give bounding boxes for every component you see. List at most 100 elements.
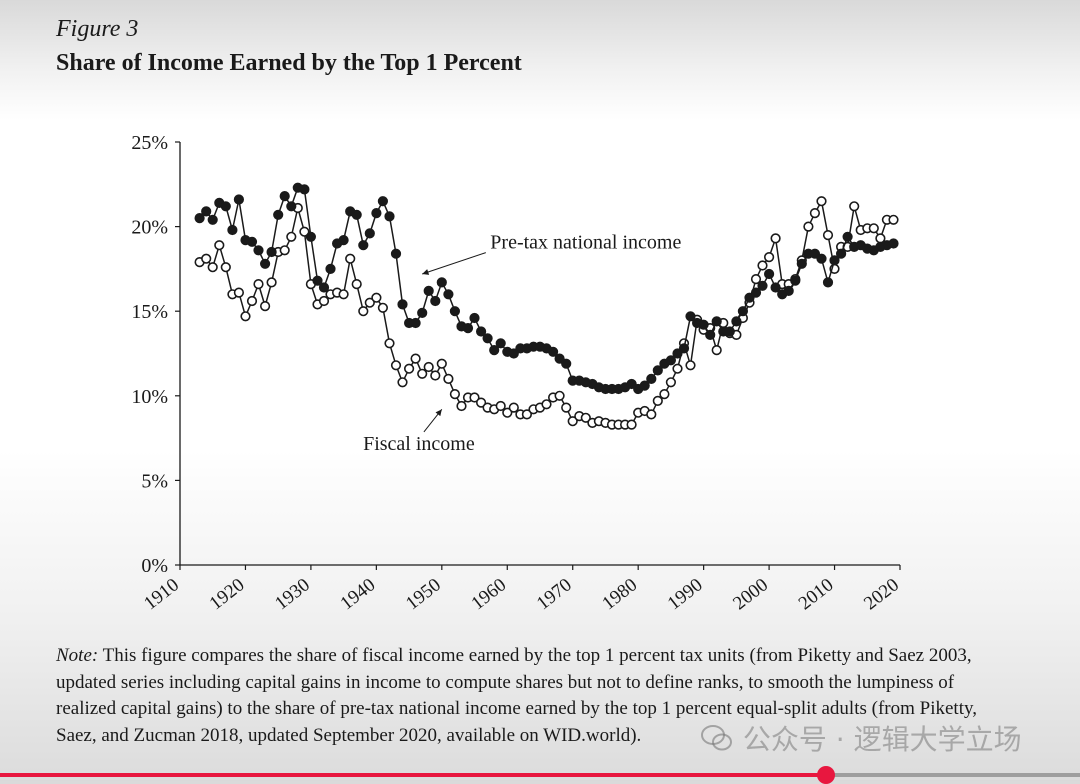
data-point bbox=[842, 231, 853, 242]
data-point bbox=[737, 306, 749, 317]
x-tick-label: 1920 bbox=[206, 574, 249, 614]
x-tick-label: 1950 bbox=[402, 574, 445, 614]
x-tick-label: 1980 bbox=[598, 574, 641, 614]
data-point bbox=[384, 338, 395, 349]
data-point bbox=[665, 355, 677, 366]
data-point bbox=[567, 416, 578, 427]
data-point bbox=[829, 255, 840, 266]
data-point bbox=[469, 312, 480, 324]
data-point bbox=[351, 279, 362, 290]
annotation-label: Fiscal income bbox=[363, 433, 475, 455]
data-point bbox=[809, 248, 821, 259]
data-point bbox=[652, 395, 663, 407]
data-point bbox=[273, 209, 284, 220]
data-point bbox=[731, 316, 742, 327]
video-progress-bar[interactable] bbox=[0, 766, 1080, 784]
data-point bbox=[554, 353, 565, 364]
series-pretax bbox=[194, 182, 899, 395]
data-point bbox=[338, 289, 349, 300]
data-point bbox=[685, 360, 696, 371]
video-progress-handle[interactable] bbox=[817, 766, 836, 784]
data-point bbox=[449, 306, 461, 317]
data-point bbox=[351, 209, 362, 220]
data-point bbox=[430, 295, 441, 307]
data-point bbox=[266, 246, 277, 258]
data-point bbox=[698, 319, 709, 330]
data-point bbox=[214, 240, 225, 251]
data-point bbox=[377, 196, 389, 207]
data-point bbox=[246, 295, 258, 307]
data-point bbox=[495, 338, 506, 349]
annotation-arrowhead bbox=[435, 409, 442, 417]
data-point bbox=[816, 196, 827, 207]
data-point bbox=[417, 307, 428, 319]
data-point bbox=[364, 228, 375, 239]
data-point bbox=[364, 297, 375, 308]
data-point bbox=[358, 240, 369, 251]
data-point bbox=[783, 285, 794, 297]
data-point bbox=[462, 323, 474, 334]
data-point bbox=[757, 280, 768, 291]
data-point bbox=[201, 206, 212, 217]
data-point bbox=[410, 317, 421, 329]
data-point bbox=[390, 248, 402, 259]
chart-axes: 0% 5% 10% 15% 20% 25% 1910 1920 1930 1940 1950 1960… bbox=[131, 132, 903, 614]
data-point bbox=[803, 221, 814, 232]
data-point bbox=[397, 299, 408, 310]
data-point bbox=[757, 260, 768, 271]
data-point bbox=[423, 361, 434, 373]
data-point bbox=[849, 201, 860, 212]
annotation-label: Pre-tax national income bbox=[490, 232, 681, 254]
x-tick-label: 2010 bbox=[795, 574, 838, 614]
data-point bbox=[423, 285, 434, 297]
data-point bbox=[541, 399, 552, 410]
x-tick-label: 1970 bbox=[533, 574, 576, 614]
data-point bbox=[390, 360, 402, 371]
data-point bbox=[227, 224, 238, 236]
line-chart: 0% 5% 10% 15% 20% 25% 1910 1920 1930 1940 1950 1960… bbox=[131, 132, 903, 614]
data-point bbox=[469, 392, 480, 403]
data-point bbox=[345, 253, 356, 264]
data-point bbox=[436, 277, 447, 288]
figure-note: Note: This figure compares the share of … bbox=[56, 643, 1016, 749]
data-point bbox=[763, 268, 775, 280]
data-point bbox=[476, 326, 487, 337]
annotation-arrowhead bbox=[422, 269, 430, 275]
data-point bbox=[279, 191, 290, 202]
data-point bbox=[561, 358, 572, 369]
y-tick-label: 20% bbox=[131, 217, 168, 239]
data-point bbox=[646, 373, 657, 385]
note-text: This figure compares the share of fiscal… bbox=[56, 645, 977, 746]
data-point bbox=[410, 353, 421, 364]
data-point bbox=[371, 292, 382, 303]
data-point bbox=[476, 397, 487, 408]
data-point bbox=[358, 306, 369, 317]
data-point bbox=[246, 236, 258, 247]
data-point bbox=[626, 378, 637, 390]
data-point bbox=[835, 248, 847, 259]
data-point bbox=[495, 400, 506, 412]
data-point bbox=[489, 345, 500, 356]
data-point bbox=[260, 301, 271, 312]
data-point bbox=[384, 211, 395, 222]
data-point bbox=[796, 258, 807, 269]
note-label: Note: bbox=[56, 645, 99, 666]
data-point bbox=[822, 230, 834, 241]
data-point bbox=[436, 358, 447, 369]
y-tick-label: 0% bbox=[141, 555, 168, 577]
data-point bbox=[750, 287, 762, 298]
data-point bbox=[665, 377, 677, 388]
x-tick-label: 2000 bbox=[729, 574, 772, 614]
annotation-arrow bbox=[422, 252, 486, 275]
data-point bbox=[626, 419, 637, 430]
x-tick-label: 2020 bbox=[860, 574, 903, 614]
data-point bbox=[404, 363, 415, 374]
data-point bbox=[875, 233, 886, 244]
data-point bbox=[508, 348, 519, 359]
figure-label: Figure 3 bbox=[56, 16, 139, 42]
data-point bbox=[253, 279, 264, 290]
x-tick-label: 1990 bbox=[664, 574, 707, 614]
data-point bbox=[482, 333, 493, 344]
data-point bbox=[770, 282, 781, 293]
data-point bbox=[377, 302, 389, 313]
